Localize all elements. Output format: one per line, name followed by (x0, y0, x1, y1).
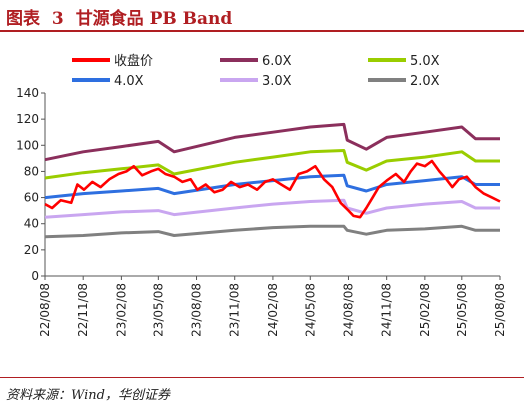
x-tick-label: 23/08/08 (190, 283, 204, 337)
series-line-2-0x (44, 224, 500, 239)
series-line-4-0x (44, 173, 500, 200)
series-line-5-0x (44, 149, 500, 180)
legend-label: 3.0X (262, 74, 292, 89)
y-tick-label: 80 (24, 164, 39, 178)
source-note: 资料来源：Wind，华创证券 (6, 388, 170, 403)
x-tick-label: 25/02/08 (418, 283, 432, 337)
y-tick-label: 120 (16, 112, 39, 126)
legend-label: 5.0X (410, 54, 440, 69)
legend-label: 4.0X (114, 74, 144, 89)
legend-label: 收盘价 (114, 53, 153, 69)
y-tick-label: 100 (16, 138, 39, 152)
y-tick-label: 140 (16, 86, 39, 100)
x-tick-label: 22/11/08 (76, 283, 90, 337)
y-tick-label: 40 (24, 217, 39, 231)
x-tick-label: 25/08/08 (493, 283, 507, 337)
x-tick-label: 23/11/08 (228, 283, 242, 337)
y-tick-label: 0 (31, 269, 39, 283)
figure-label: 图表 (6, 9, 40, 29)
x-tick-label: 23/05/08 (151, 283, 165, 337)
series-line-3-0x (44, 198, 500, 219)
x-tick-label: 24/11/08 (380, 283, 394, 337)
figure-number: 3 (51, 9, 64, 29)
x-tick-label: 24/08/08 (341, 283, 355, 337)
y-tick-label: 60 (24, 191, 39, 205)
x-tick-label: 25/05/08 (455, 283, 469, 337)
x-tick-label: 22/08/08 (38, 283, 52, 337)
x-tick-label: 23/02/08 (114, 283, 128, 337)
legend-label: 6.0X (262, 54, 292, 69)
footer-rule (0, 377, 524, 378)
figure-title: 图表 3 甘源食品 PB Band (6, 4, 238, 29)
x-tick-label: 24/05/08 (303, 283, 317, 337)
figure-title-text: 甘源食品 PB Band (75, 9, 233, 29)
title-rule (0, 30, 524, 32)
legend-label: 2.0X (410, 74, 440, 89)
y-tick-label: 20 (24, 243, 39, 257)
x-tick-label: 24/02/08 (266, 283, 280, 337)
pb-band-chart: 0 20 40 60 80 100 120 140 22/08/08 22/11/08 23/02/… (16, 53, 507, 337)
series-line-close-price (44, 159, 501, 219)
series-line-6-0x (44, 122, 500, 162)
